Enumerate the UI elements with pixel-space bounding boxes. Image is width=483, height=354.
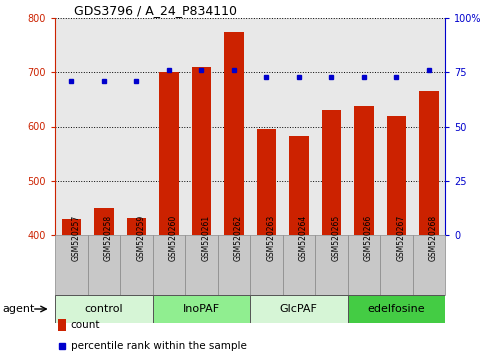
Bar (217, 235, 250, 295)
Bar (224, 32, 243, 235)
Bar (347, 235, 380, 295)
Bar (191, 67, 211, 235)
Bar (354, 107, 373, 235)
Bar (94, 208, 114, 235)
Text: GSM520268: GSM520268 (429, 215, 438, 261)
Text: edelfosine: edelfosine (368, 304, 425, 314)
Text: percentile rank within the sample: percentile rank within the sample (71, 341, 246, 350)
Text: GSM520266: GSM520266 (364, 215, 373, 261)
Text: GSM520257: GSM520257 (71, 215, 80, 261)
Bar (153, 295, 250, 323)
Bar (412, 235, 445, 295)
Bar (55, 295, 153, 323)
Bar (250, 295, 347, 323)
Text: GSM520263: GSM520263 (266, 215, 275, 261)
Text: GSM520261: GSM520261 (201, 215, 210, 261)
Bar (419, 91, 439, 235)
Bar (386, 116, 406, 235)
Bar (185, 235, 217, 295)
Text: InoPAF: InoPAF (183, 304, 220, 314)
Bar (159, 72, 179, 235)
Text: GSM520267: GSM520267 (396, 215, 405, 261)
Bar (250, 235, 283, 295)
Bar (87, 235, 120, 295)
Bar (315, 235, 347, 295)
Bar (289, 136, 309, 235)
Bar (283, 235, 315, 295)
Text: GSM520258: GSM520258 (104, 215, 113, 261)
Text: control: control (85, 304, 123, 314)
Bar (322, 110, 341, 235)
Text: GDS3796 / A_24_P834110: GDS3796 / A_24_P834110 (74, 4, 238, 17)
Bar (153, 235, 185, 295)
Bar (55, 235, 87, 295)
Bar (380, 235, 412, 295)
Text: GSM520262: GSM520262 (234, 215, 243, 261)
Text: GSM520265: GSM520265 (331, 215, 340, 261)
Text: count: count (71, 320, 100, 330)
Bar (61, 219, 81, 235)
Text: GSM520260: GSM520260 (169, 215, 178, 261)
Text: GSM520259: GSM520259 (136, 215, 145, 261)
Bar (127, 218, 146, 235)
Bar (256, 129, 276, 235)
Text: agent: agent (3, 304, 35, 314)
Text: GSM520264: GSM520264 (299, 215, 308, 261)
Text: GlcPAF: GlcPAF (280, 304, 318, 314)
Bar (347, 295, 445, 323)
Bar (120, 235, 153, 295)
Bar (58, 319, 66, 331)
